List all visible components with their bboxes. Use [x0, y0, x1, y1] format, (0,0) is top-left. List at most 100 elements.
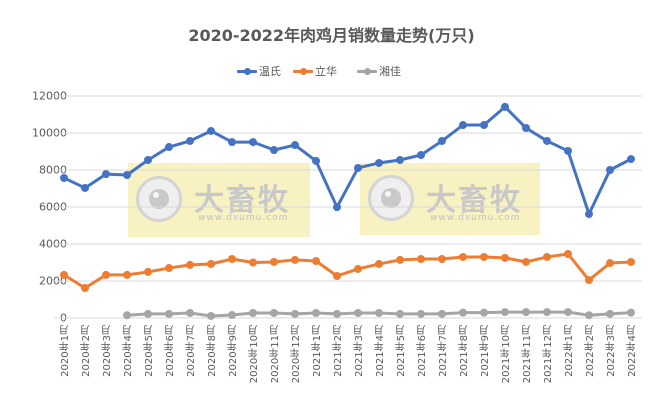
legend-item-lihua[interactable]: 立华 — [293, 63, 337, 79]
data-point-marker[interactable] — [249, 138, 257, 147]
data-point-marker[interactable] — [438, 136, 446, 145]
legend: 温氏 立华 湘佳 — [0, 63, 663, 79]
data-point-marker[interactable] — [333, 272, 341, 281]
data-point-marker[interactable] — [270, 257, 278, 266]
legend-line-marker-icon — [237, 63, 257, 79]
data-point-marker[interactable] — [501, 102, 509, 111]
data-point-marker[interactable] — [543, 308, 551, 317]
data-point-marker[interactable] — [291, 309, 299, 318]
data-point-marker[interactable] — [186, 136, 194, 145]
data-point-marker[interactable] — [60, 270, 68, 279]
series-1 — [60, 249, 635, 293]
data-point-marker[interactable] — [270, 309, 278, 318]
data-point-marker[interactable] — [249, 258, 257, 267]
y-tick-label: 2000 — [39, 274, 67, 288]
data-point-marker[interactable] — [81, 284, 89, 293]
data-point-marker[interactable] — [165, 264, 173, 273]
data-point-marker[interactable] — [81, 183, 89, 192]
legend-item-wens[interactable]: 温氏 — [237, 63, 281, 79]
data-point-marker[interactable] — [627, 308, 635, 317]
data-point-marker[interactable] — [186, 309, 194, 318]
watermark: 大畜牧 www.dxumu.com — [128, 163, 310, 237]
data-point-marker[interactable] — [144, 267, 152, 276]
data-point-marker[interactable] — [291, 141, 299, 150]
data-point-marker[interactable] — [522, 308, 530, 317]
data-point-marker[interactable] — [417, 309, 425, 318]
series-2 — [123, 308, 635, 320]
data-point-marker[interactable] — [480, 121, 488, 130]
legend-label: 温氏 — [259, 65, 281, 78]
data-point-marker[interactable] — [459, 121, 467, 130]
data-point-marker[interactable] — [585, 276, 593, 285]
watermark-logo-icon — [136, 176, 182, 222]
data-point-marker[interactable] — [606, 166, 614, 174]
data-point-marker[interactable] — [165, 143, 173, 152]
data-point-marker[interactable] — [375, 309, 383, 318]
data-point-marker[interactable] — [501, 308, 509, 317]
data-point-marker[interactable] — [627, 257, 635, 266]
data-point-marker[interactable] — [417, 254, 425, 263]
data-point-marker[interactable] — [606, 259, 614, 268]
data-point-marker[interactable] — [564, 249, 572, 258]
data-point-marker[interactable] — [207, 126, 215, 135]
data-point-marker[interactable] — [522, 257, 530, 266]
data-point-marker[interactable] — [333, 203, 341, 212]
y-tick-label: 12000 — [32, 89, 67, 103]
data-point-marker[interactable] — [333, 309, 341, 318]
data-point-marker[interactable] — [312, 156, 320, 165]
data-point-marker[interactable] — [396, 255, 404, 264]
data-point-marker[interactable] — [354, 163, 362, 172]
data-point-marker[interactable] — [354, 309, 362, 318]
data-point-marker[interactable] — [102, 270, 110, 279]
data-point-marker[interactable] — [564, 146, 572, 155]
data-point-marker[interactable] — [396, 156, 404, 165]
data-point-marker[interactable] — [207, 259, 215, 268]
legend-line-marker-icon — [293, 63, 313, 79]
data-point-marker[interactable] — [543, 136, 551, 145]
series-line — [63, 105, 632, 216]
data-point-marker[interactable] — [543, 252, 551, 261]
data-point-marker[interactable] — [207, 311, 215, 320]
data-point-marker[interactable] — [459, 308, 467, 317]
watermark-url: www.dxumu.com — [430, 213, 521, 223]
data-point-marker[interactable] — [480, 252, 488, 261]
data-point-marker[interactable] — [291, 255, 299, 264]
data-point-marker[interactable] — [144, 156, 152, 165]
data-point-marker[interactable] — [585, 210, 593, 219]
watermark-url: www.dxumu.com — [198, 213, 289, 223]
data-point-marker[interactable] — [585, 311, 593, 320]
data-point-marker[interactable] — [123, 311, 131, 320]
legend-label: 湘佳 — [379, 65, 401, 78]
data-point-marker[interactable] — [417, 151, 425, 160]
data-point-marker[interactable] — [564, 308, 572, 317]
data-point-marker[interactable] — [165, 309, 173, 318]
data-point-marker[interactable] — [438, 309, 446, 318]
data-point-marker[interactable] — [501, 253, 509, 262]
data-point-marker[interactable] — [354, 264, 362, 273]
data-point-marker[interactable] — [270, 146, 278, 155]
data-point-marker[interactable] — [375, 158, 383, 167]
data-point-marker[interactable] — [123, 270, 131, 279]
data-point-marker[interactable] — [249, 309, 257, 318]
data-point-marker[interactable] — [123, 170, 131, 179]
data-point-marker[interactable] — [375, 259, 383, 268]
data-point-marker[interactable] — [459, 252, 467, 261]
data-point-marker[interactable] — [627, 155, 635, 164]
data-point-marker[interactable] — [438, 254, 446, 263]
data-point-marker[interactable] — [228, 254, 236, 263]
data-point-marker[interactable] — [102, 170, 110, 179]
data-point-marker[interactable] — [396, 309, 404, 318]
data-point-marker[interactable] — [312, 309, 320, 318]
data-point-marker[interactable] — [144, 309, 152, 318]
y-tick-label: 4000 — [39, 237, 67, 251]
data-point-marker[interactable] — [186, 260, 194, 269]
data-point-marker[interactable] — [60, 173, 68, 182]
data-point-marker[interactable] — [312, 257, 320, 266]
data-point-marker[interactable] — [606, 309, 614, 318]
data-point-marker[interactable] — [228, 311, 236, 320]
data-point-marker[interactable] — [228, 138, 236, 147]
data-point-marker[interactable] — [522, 124, 530, 133]
legend-item-xiangjia[interactable]: 湘佳 — [357, 63, 401, 79]
data-point-marker[interactable] — [480, 308, 488, 317]
